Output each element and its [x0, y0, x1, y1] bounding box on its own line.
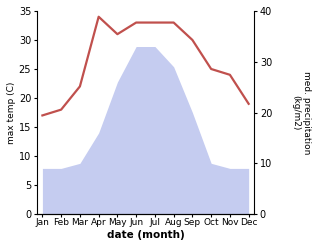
X-axis label: date (month): date (month) — [107, 230, 184, 240]
Y-axis label: max temp (C): max temp (C) — [7, 81, 16, 144]
Y-axis label: med. precipitation
(kg/m2): med. precipitation (kg/m2) — [292, 71, 311, 154]
